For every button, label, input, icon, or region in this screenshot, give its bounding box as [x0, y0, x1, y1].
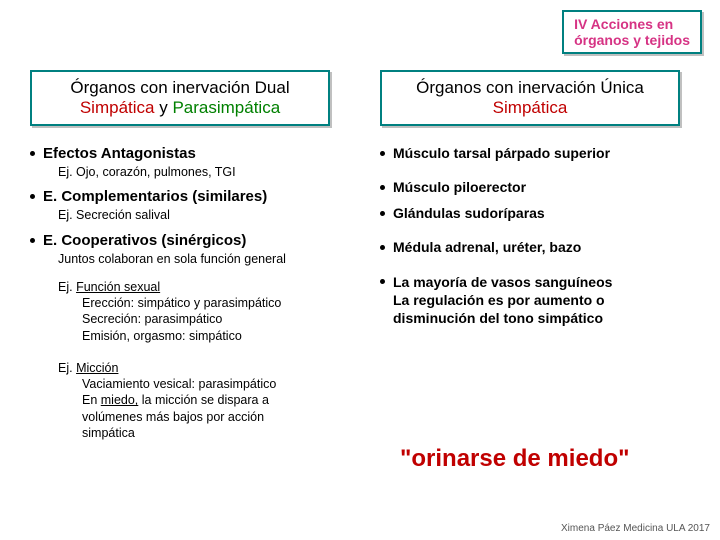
bullet-text: Músculo tarsal párpado superior [393, 145, 700, 161]
word-parasimpatica: Parasimpática [172, 98, 280, 117]
header-line2: órganos y tejidos [574, 32, 690, 48]
bullet-dot-icon [380, 245, 385, 250]
title-unica-line1: Órganos con inervación Única [386, 78, 674, 98]
bullet-text: E. Cooperativos (sinérgicos) [43, 232, 360, 249]
title-dual-line2: Simpática y Parasimpática [36, 98, 324, 118]
section-header-box: IV Acciones en órganos y tejidos [562, 10, 702, 54]
bullet-dot-icon [380, 211, 385, 216]
bullet-cooperativos: E. Cooperativos (sinérgicos) [30, 232, 360, 249]
word-simpatica: Simpática [80, 98, 155, 117]
ej-label: Ej. [58, 280, 76, 294]
bullet-text: Músculo piloerector [393, 179, 700, 195]
bullet-dot-icon [380, 185, 385, 190]
fs-line3: Emisión, orgasmo: simpático [82, 328, 242, 344]
mi-line2: En miedo, la micción se dispara a [82, 392, 269, 408]
bullet-piloerector: Músculo piloerector [380, 179, 700, 195]
bullet-text: La mayoría de vasos sanguíneos La regula… [393, 273, 700, 328]
bullet-dot-icon [380, 151, 385, 156]
fs-title: Función sexual [76, 280, 160, 294]
title-box-dual: Órganos con inervación Dual Simpática y … [30, 70, 330, 126]
example-funcion-sexual: Ej. Función sexual Erección: simpático y… [58, 279, 360, 344]
bullet-tarsal: Músculo tarsal párpado superior [380, 145, 700, 161]
header-line1: IV Acciones en [574, 16, 690, 32]
bullet-medula: Médula adrenal, uréter, bazo [380, 239, 700, 255]
bullet-dot-icon [380, 279, 385, 284]
bullet-text: Glándulas sudoríparas [393, 205, 700, 221]
bullet-text: Médula adrenal, uréter, bazo [393, 239, 700, 255]
word-simpatica-right: Simpática [493, 98, 568, 117]
bullet-sudoriparas: Glándulas sudoríparas [380, 205, 700, 221]
title-unica-line2: Simpática [386, 98, 674, 118]
ej-label: Ej. [58, 361, 76, 375]
word-y: y [154, 98, 172, 117]
bullet-antagonistas: Efectos Antagonistas [30, 145, 360, 162]
bullet-vasos: La mayoría de vasos sanguíneos La regula… [380, 273, 700, 328]
sub-antagonistas: Ej. Ojo, corazón, pulmones, TGI [58, 164, 360, 180]
mi-line1: Vaciamiento vesical: parasimpático [82, 376, 276, 392]
mi-title: Micción [76, 361, 118, 375]
bullet-complementarios: E. Complementarios (similares) [30, 188, 360, 205]
example-miccion: Ej. Micción Vaciamiento vesical: parasim… [58, 360, 360, 441]
quote-orinarse: "orinarse de miedo" [400, 445, 630, 473]
title-dual-line1: Órganos con inervación Dual [36, 78, 324, 98]
title-box-unica: Órganos con inervación Única Simpática [380, 70, 680, 126]
mi-line4: simpática [82, 425, 135, 441]
left-column: Efectos Antagonistas Ej. Ojo, corazón, p… [30, 145, 360, 449]
bullet-dot-icon [30, 238, 35, 243]
bullet-text: Efectos Antagonistas [43, 145, 360, 162]
mi-line3: volúmenes más bajos por acción [82, 409, 264, 425]
footer-credit: Ximena Páez Medicina ULA 2017 [561, 523, 710, 534]
fs-line2: Secreción: parasimpático [82, 311, 222, 327]
bullet-dot-icon [30, 151, 35, 156]
sub-cooperativos: Juntos colaboran en sola función general [58, 251, 360, 267]
right-column: Músculo tarsal párpado superior Músculo … [380, 145, 700, 330]
sub-complementarios: Ej. Secreción salival [58, 207, 360, 223]
fs-line1: Erección: simpático y parasimpático [82, 295, 281, 311]
bullet-text: E. Complementarios (similares) [43, 188, 360, 205]
bullet-dot-icon [30, 194, 35, 199]
